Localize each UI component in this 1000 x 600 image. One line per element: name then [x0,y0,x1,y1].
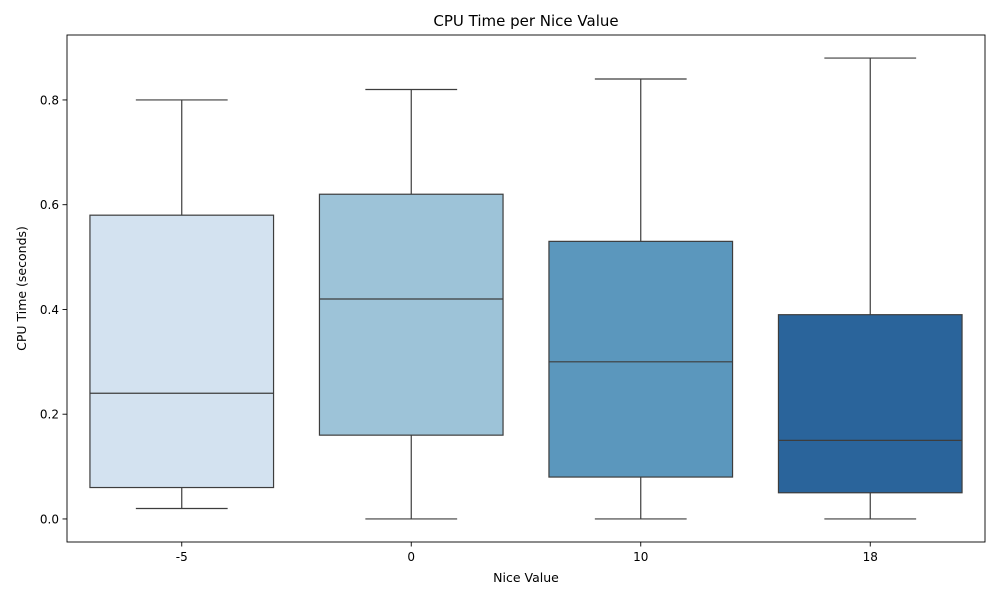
x-tick-label: -5 [176,550,188,564]
x-tick-label: 0 [407,550,415,564]
box-10 [548,240,734,478]
x-axis-label: Nice Value [493,570,559,585]
plot-frame [66,34,986,543]
y-tick-label: 0.6 [40,198,59,212]
box-18 [777,314,963,494]
x-tick-label: 10 [633,550,648,564]
chart-title: CPU Time per Nice Value [433,12,618,30]
box--5 [89,214,275,489]
y-tick-label: 0.8 [40,93,59,107]
y-tick-label: 0.0 [40,512,59,526]
y-tick-label: 0.4 [40,303,59,317]
y-axis-label: CPU Time (seconds) [14,226,29,351]
plot-area: 0.0 0.2 0.4 0.6 0.8 -5 0 10 18 [40,57,963,564]
y-tick-label: 0.2 [40,408,59,422]
x-tick-label: 18 [863,550,878,564]
box-0 [318,193,504,436]
